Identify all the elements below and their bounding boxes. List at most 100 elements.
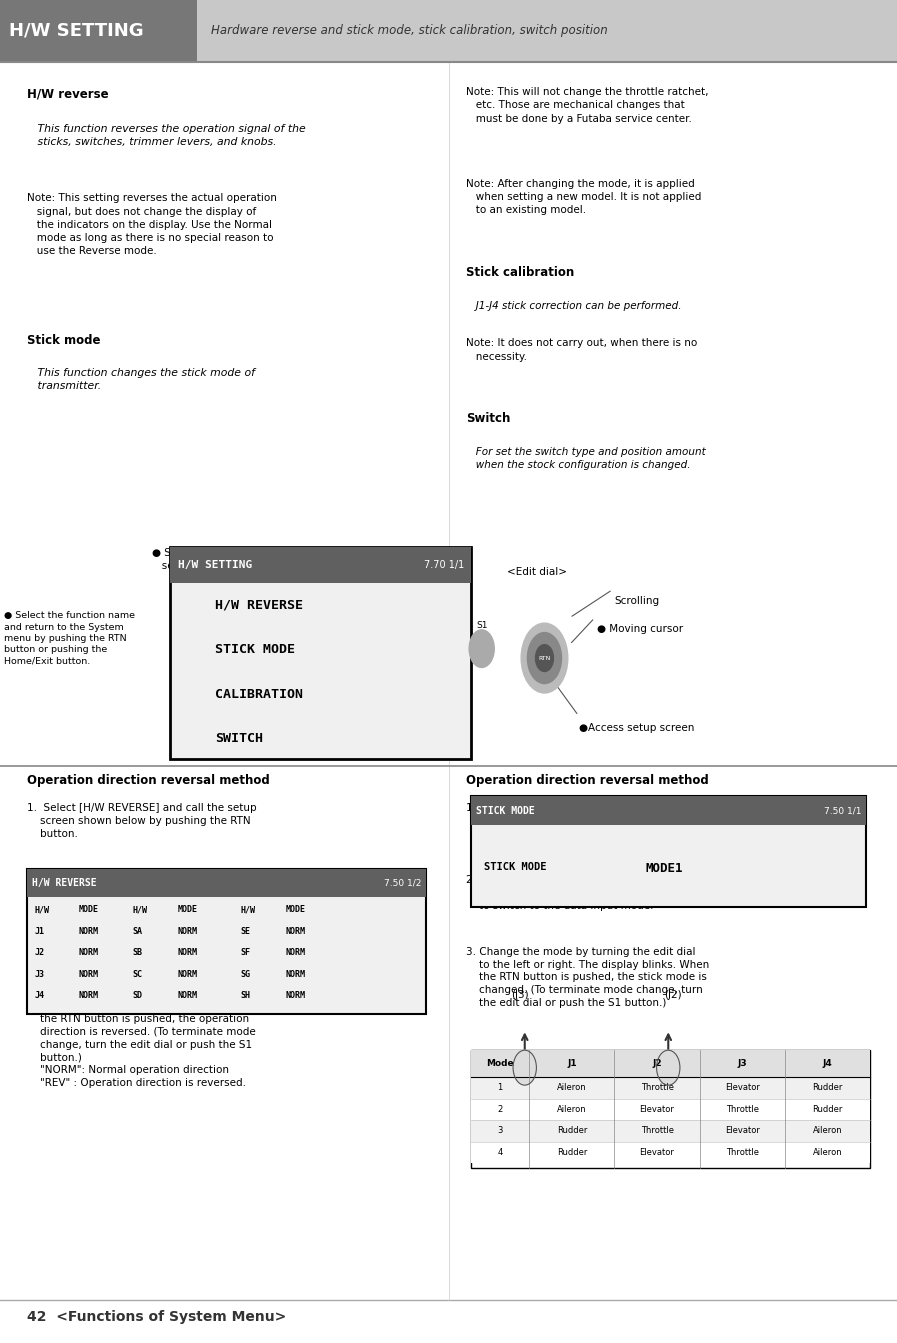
Text: Mode: Mode <box>486 1060 514 1068</box>
Text: STICK MODE: STICK MODE <box>215 643 295 657</box>
Text: Note: This will not change the throttle ratchet,
   etc. Those are mechanical ch: Note: This will not change the throttle … <box>466 87 709 124</box>
Circle shape <box>536 645 553 672</box>
Text: ● Select [H/W SETTING] at the system menu and call the
   setup screen shown bel: ● Select [H/W SETTING] at the system men… <box>152 548 450 571</box>
Text: Rudder: Rudder <box>557 1148 587 1156</box>
Text: H/W reverse: H/W reverse <box>27 87 109 101</box>
Text: Stick calibration: Stick calibration <box>466 266 575 279</box>
Text: Note: It does not carry out, when there is no
   necessity.: Note: It does not carry out, when there … <box>466 338 698 361</box>
Text: <Edit dial>: <Edit dial> <box>507 567 567 576</box>
Text: (J4): (J4) <box>541 1138 559 1147</box>
FancyBboxPatch shape <box>471 1077 870 1099</box>
Text: ● Select the function name
and return to the System
menu by pushing the RTN
butt: ● Select the function name and return to… <box>4 611 135 666</box>
Text: H/W REVERSE: H/W REVERSE <box>32 878 97 888</box>
Text: 3. Change the mode by turning the edit dial
    to the left or right. The displa: 3. Change the mode by turning the edit d… <box>466 947 710 1009</box>
Text: J4: J4 <box>34 991 44 1001</box>
Text: H/W REVERSE: H/W REVERSE <box>215 599 303 612</box>
Text: 1.  Select [STICK MODE] and call the setup
    screen shown below by pushing the: 1. Select [STICK MODE] and call the setu… <box>466 803 690 839</box>
Text: 1.  Select [H/W REVERSE] and call the setup
    screen shown below by pushing th: 1. Select [H/W REVERSE] and call the set… <box>27 803 257 839</box>
FancyBboxPatch shape <box>471 796 866 907</box>
Text: STICK MODE: STICK MODE <box>476 806 535 815</box>
Text: Operation direction reversal method: Operation direction reversal method <box>27 774 270 787</box>
Text: 7.50 1/2: 7.50 1/2 <box>384 878 422 888</box>
Text: NORM: NORM <box>178 948 197 958</box>
Text: J2: J2 <box>652 1060 662 1068</box>
Text: 2: 2 <box>498 1105 502 1113</box>
Text: MODE1: MODE1 <box>646 862 684 876</box>
Text: H/W SETTING: H/W SETTING <box>9 21 144 40</box>
Text: NORM: NORM <box>285 991 305 1001</box>
Text: Note: This setting reverses the actual operation
   signal, but does not change : Note: This setting reverses the actual o… <box>27 193 277 257</box>
Text: Throttle: Throttle <box>726 1148 759 1156</box>
FancyBboxPatch shape <box>471 1120 870 1142</box>
Text: For set the switch type and position amount
   when the stock configuration is c: For set the switch type and position amo… <box>466 447 706 470</box>
Text: 3: 3 <box>498 1127 502 1135</box>
Text: Elevator: Elevator <box>640 1148 675 1156</box>
Text: Stick mode: Stick mode <box>27 334 100 348</box>
Text: 42  <Functions of System Menu>: 42 <Functions of System Menu> <box>27 1311 286 1324</box>
Circle shape <box>513 1050 536 1085</box>
Text: NORM: NORM <box>79 927 99 936</box>
Text: J3: J3 <box>34 970 44 979</box>
Text: 7.50 1/1: 7.50 1/1 <box>823 806 861 815</box>
Text: J4: J4 <box>823 1060 832 1068</box>
Text: 4: 4 <box>498 1148 502 1156</box>
Text: NORM: NORM <box>79 991 99 1001</box>
Text: MODE: MODE <box>285 905 305 915</box>
Text: Rudder: Rudder <box>557 1127 587 1135</box>
Text: NORM: NORM <box>79 948 99 958</box>
Text: SE: SE <box>240 927 250 936</box>
Text: SC: SC <box>133 970 143 979</box>
Text: J1: J1 <box>567 1060 577 1068</box>
Text: (J1): (J1) <box>691 1138 709 1147</box>
Text: ● Moving cursor: ● Moving cursor <box>597 624 683 634</box>
Text: SG: SG <box>240 970 250 979</box>
Text: Aileron: Aileron <box>813 1148 842 1156</box>
Text: Aileron: Aileron <box>813 1127 842 1135</box>
Text: STICK MODE: STICK MODE <box>484 862 547 872</box>
FancyBboxPatch shape <box>170 547 471 583</box>
Text: Rudder: Rudder <box>813 1105 842 1113</box>
FancyBboxPatch shape <box>471 1050 870 1168</box>
Text: S1: S1 <box>476 620 487 630</box>
Text: SWITCH: SWITCH <box>215 732 264 745</box>
Text: This function changes the stick mode of
   transmitter.: This function changes the stick mode of … <box>27 368 255 391</box>
Text: Rudder: Rudder <box>813 1084 842 1092</box>
Text: J2: J2 <box>34 948 44 958</box>
Text: Throttle: Throttle <box>640 1127 674 1135</box>
FancyBboxPatch shape <box>471 796 866 825</box>
FancyBboxPatch shape <box>170 547 471 759</box>
Text: SB: SB <box>133 948 143 958</box>
Text: NORM: NORM <box>178 991 197 1001</box>
Text: NORM: NORM <box>178 970 197 979</box>
Text: H/W: H/W <box>34 905 49 915</box>
Text: Elevator: Elevator <box>640 1105 675 1113</box>
Text: H/W: H/W <box>240 905 256 915</box>
Text: H/W: H/W <box>133 905 148 915</box>
FancyBboxPatch shape <box>0 0 197 62</box>
Text: NORM: NORM <box>285 927 305 936</box>
Text: NORM: NORM <box>285 970 305 979</box>
Text: J1: J1 <box>34 927 44 936</box>
Text: RTN: RTN <box>538 655 551 661</box>
Text: 3. Change the mode by turning the edit dial to
    the left or right. The displa: 3. Change the mode by turning the edit d… <box>27 988 270 1088</box>
Text: Throttle: Throttle <box>640 1084 674 1092</box>
Text: ●Access setup screen: ●Access setup screen <box>579 723 694 732</box>
Text: Aileron: Aileron <box>557 1105 587 1113</box>
FancyBboxPatch shape <box>471 1142 870 1163</box>
Text: CALIBRATION: CALIBRATION <box>215 688 303 701</box>
Text: H/W SETTING: H/W SETTING <box>178 560 252 569</box>
Text: Throttle: Throttle <box>726 1105 759 1113</box>
Text: Operation direction reversal method: Operation direction reversal method <box>466 774 710 787</box>
Text: SF: SF <box>240 948 250 958</box>
FancyBboxPatch shape <box>471 1099 870 1120</box>
Text: SH: SH <box>240 991 250 1001</box>
Text: Switch: Switch <box>466 412 510 426</box>
FancyBboxPatch shape <box>0 0 897 62</box>
Text: NORM: NORM <box>285 948 305 958</box>
Circle shape <box>527 633 562 684</box>
Circle shape <box>521 623 568 693</box>
Text: MODE: MODE <box>79 905 99 915</box>
FancyBboxPatch shape <box>471 1050 870 1077</box>
Text: SD: SD <box>133 991 143 1001</box>
Text: This function reverses the operation signal of the
   sticks, switches, trimmer : This function reverses the operation sig… <box>27 124 306 146</box>
